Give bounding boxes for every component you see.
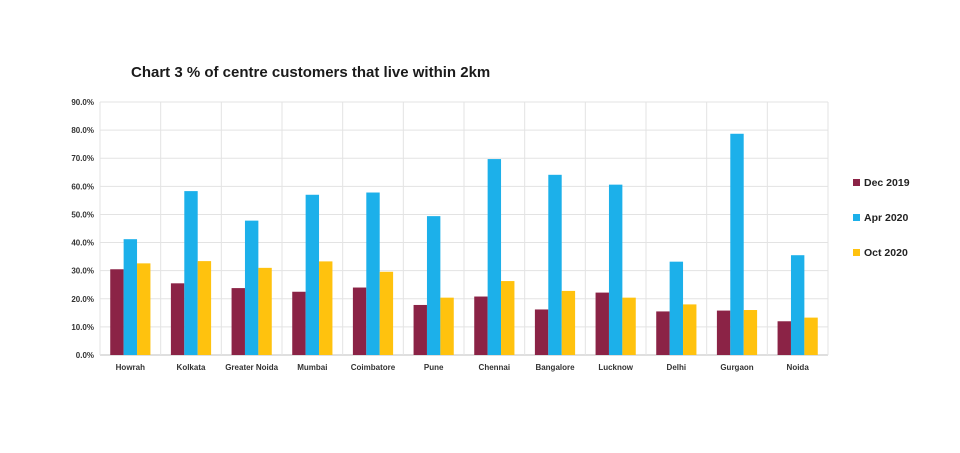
y-tick-label: 80.0%	[71, 126, 94, 135]
legend-label: Oct 2020	[864, 247, 908, 259]
bar	[561, 290, 576, 355]
bar	[123, 239, 138, 355]
bar	[534, 309, 549, 355]
legend-swatch	[853, 179, 860, 186]
bar	[231, 288, 245, 355]
y-tick-label: 20.0%	[71, 295, 94, 304]
x-tick-label: Mumbai	[297, 363, 327, 372]
bar	[716, 310, 731, 355]
x-tick-label: Bangalore	[535, 363, 575, 372]
bar	[244, 220, 259, 355]
bar	[170, 283, 185, 355]
x-tick-label: Coimbatore	[351, 363, 396, 372]
bar	[622, 297, 636, 355]
bar	[790, 255, 805, 355]
chart-title: Chart 3 % of centre customers that live …	[131, 64, 491, 81]
y-tick-label: 10.0%	[71, 323, 94, 332]
legend: Dec 2019 Apr 2020 Oct 2020	[853, 177, 910, 259]
y-tick-label: 90.0%	[71, 98, 94, 107]
bar	[366, 192, 380, 355]
bar	[305, 194, 320, 355]
x-tick-label: Gurgaon	[720, 363, 753, 372]
bar	[804, 317, 818, 355]
bars	[110, 133, 818, 355]
x-tick-label: Pune	[424, 363, 444, 372]
y-tick-label: 70.0%	[71, 154, 94, 163]
bar	[258, 267, 272, 355]
y-tick-label: 50.0%	[71, 210, 94, 219]
bar	[474, 296, 488, 355]
y-tick-label: 60.0%	[71, 182, 94, 191]
legend-swatch	[853, 214, 860, 221]
x-tick-label: Noida	[787, 363, 810, 372]
x-tick-label: Kolkata	[177, 363, 206, 372]
bar	[319, 261, 333, 355]
bar	[669, 261, 684, 355]
bar	[487, 159, 502, 355]
bar	[777, 321, 791, 355]
bar	[110, 269, 124, 355]
bar	[426, 216, 441, 355]
bar	[548, 174, 562, 355]
x-tick-label: Greater Noida	[225, 363, 278, 372]
bar	[413, 304, 427, 355]
bar	[683, 304, 697, 355]
y-tick-label: 40.0%	[71, 239, 94, 248]
bar	[656, 311, 670, 355]
bar	[501, 281, 515, 355]
bar	[595, 292, 609, 355]
legend-swatch	[853, 249, 860, 256]
y-axis-ticks: 0.0% 10.0% 20.0% 30.0% 40.0% 50.0% 60.0% 70.0% 8…	[71, 98, 94, 360]
gridlines	[99, 101, 829, 356]
bar	[743, 310, 758, 355]
bar	[292, 291, 306, 355]
bar	[184, 191, 198, 355]
x-tick-label: Lucknow	[598, 363, 633, 372]
x-tick-label: Howrah	[116, 363, 145, 372]
bar	[440, 297, 454, 355]
bar	[197, 261, 212, 355]
bar	[730, 133, 744, 355]
legend-label: Apr 2020	[864, 212, 909, 224]
bar	[608, 184, 623, 355]
y-tick-label: 0.0%	[76, 351, 94, 360]
bar	[352, 287, 367, 355]
x-tick-label: Chennai	[479, 363, 511, 372]
bar	[137, 263, 151, 355]
x-tick-label: Delhi	[667, 363, 687, 372]
y-tick-label: 30.0%	[71, 267, 94, 276]
legend-label: Dec 2019	[864, 177, 910, 189]
bar	[379, 271, 394, 355]
x-axis-ticks: Howrah Kolkata Greater Noida Mumbai Coimbato…	[116, 363, 810, 372]
